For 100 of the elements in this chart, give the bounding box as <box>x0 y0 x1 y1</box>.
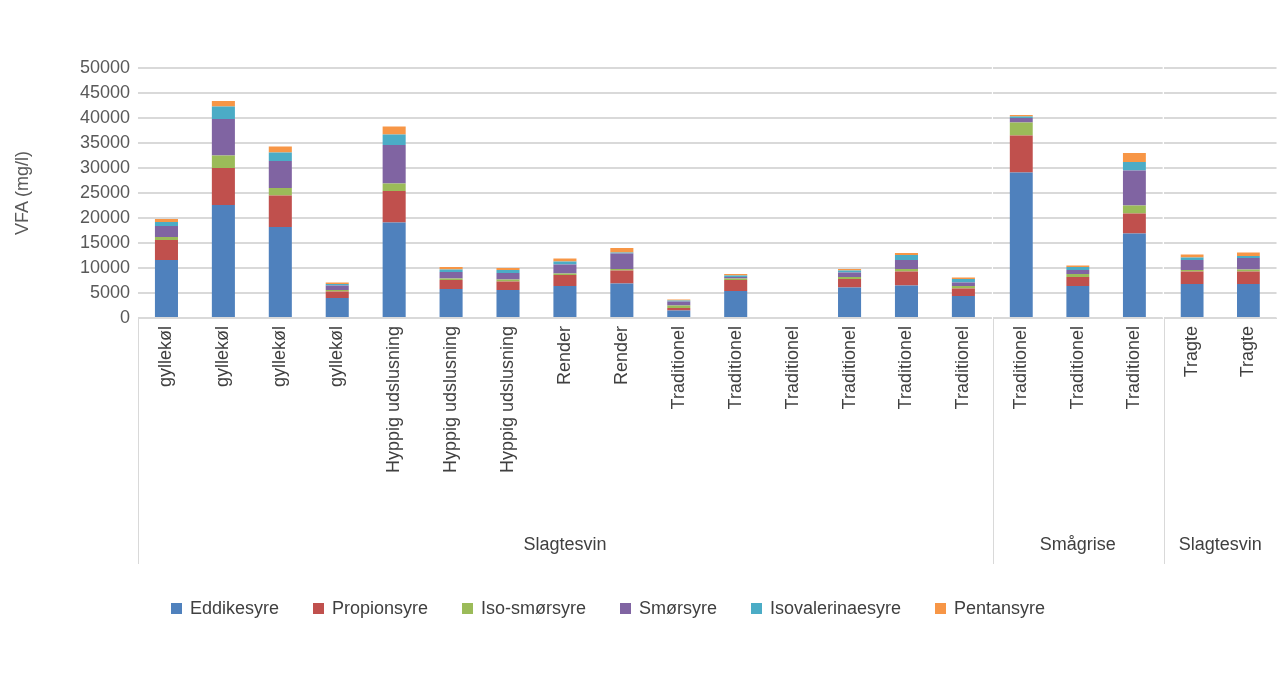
bar <box>1122 233 1146 317</box>
bar <box>382 145 406 184</box>
x-tick-label: Tragte <box>1181 326 1202 378</box>
bar <box>1237 258 1260 270</box>
bar <box>211 106 235 119</box>
bar <box>496 281 520 290</box>
y-tick-label: 20000 <box>79 206 130 227</box>
bar <box>211 155 235 168</box>
bar <box>382 134 406 145</box>
x-tick-label: gyllekøl <box>155 326 176 388</box>
bar <box>553 275 577 286</box>
bar <box>496 273 520 280</box>
bar <box>610 253 634 269</box>
bar <box>951 288 975 296</box>
x-tick-label: Hyppig udslusning <box>440 326 461 474</box>
bar <box>1066 274 1090 277</box>
y-tick-label: 10000 <box>79 256 130 277</box>
bar <box>1122 162 1146 171</box>
x-axis-title: Slagtesvin <box>1178 534 1262 555</box>
bar <box>1180 284 1204 317</box>
bar <box>439 289 463 317</box>
y-tick-label: 5000 <box>89 281 130 302</box>
x-tick-label: Hyppig udslusning <box>496 326 517 474</box>
bar <box>154 240 178 260</box>
bar <box>894 271 918 286</box>
x-tick-label: Traditionel <box>895 326 916 410</box>
x-tick-label: Traditionel <box>952 326 973 410</box>
bar <box>154 222 178 226</box>
bar <box>894 260 918 269</box>
x-tick-label: gyllekøl <box>269 326 290 388</box>
bar <box>1122 153 1146 162</box>
bar <box>211 101 235 107</box>
bar <box>1009 122 1033 136</box>
x-tick-label: Hyppig udslusning <box>383 326 404 474</box>
y-tick-label: 40000 <box>79 106 130 127</box>
bar <box>268 195 292 227</box>
legend-label: Isovalerinaesyre <box>769 598 902 619</box>
bar <box>1009 172 1033 317</box>
y-axis-title: VFA (mg/l) <box>11 150 32 236</box>
bar <box>667 301 691 306</box>
bar <box>496 290 520 317</box>
bar <box>1122 205 1146 214</box>
y-tick-label: 15000 <box>79 231 130 252</box>
bar <box>154 219 178 222</box>
bar <box>439 272 463 279</box>
x-axis-title: Slagtesvin <box>523 534 607 555</box>
bar <box>439 280 463 289</box>
y-tick-label: 35000 <box>79 131 130 152</box>
x-tick-label: Render <box>610 326 631 386</box>
bar <box>154 226 178 237</box>
bar <box>268 227 292 317</box>
bar <box>610 248 634 253</box>
y-tick-label: 50000 <box>79 56 130 77</box>
bar <box>610 270 634 284</box>
bar <box>724 291 748 317</box>
bar <box>325 298 349 317</box>
bar <box>1009 118 1033 123</box>
legend-label: Propionsyre <box>331 598 428 619</box>
bar <box>382 183 406 191</box>
bar <box>838 287 862 317</box>
bar <box>1066 286 1090 317</box>
bar <box>1180 260 1204 270</box>
bar <box>154 260 178 317</box>
bar <box>211 205 235 317</box>
x-tick-label: Traditionel <box>838 326 859 410</box>
bar <box>553 286 577 317</box>
bar <box>382 126 406 135</box>
bar <box>667 310 691 317</box>
bar <box>1009 135 1033 173</box>
x-tick-label: Traditionel <box>1066 326 1087 410</box>
bar <box>382 191 406 223</box>
x-tick-label: Traditionel <box>781 326 802 410</box>
bar <box>1237 284 1260 317</box>
x-tick-label: Tragte <box>1237 326 1258 378</box>
bar <box>268 161 292 188</box>
bar <box>951 296 975 317</box>
bar <box>553 264 577 274</box>
bar <box>1180 271 1204 284</box>
bar <box>838 279 862 288</box>
legend-label: Pentansyre <box>954 598 1046 619</box>
bar <box>1237 269 1260 272</box>
bar <box>496 279 520 282</box>
x-tick-label: Traditionel <box>1123 326 1144 410</box>
y-tick-label: 25000 <box>79 181 130 202</box>
x-tick-label: gyllekøl <box>326 326 347 388</box>
bar <box>1066 277 1090 286</box>
bar <box>1122 170 1146 206</box>
bar <box>610 283 634 317</box>
bar <box>268 188 292 196</box>
x-axis-title: Smågrise <box>1039 534 1116 555</box>
bar <box>382 222 406 317</box>
x-tick-label: Render <box>553 326 574 386</box>
legend-label: Smørsyre <box>638 598 717 619</box>
bar <box>1066 270 1090 274</box>
bar <box>894 255 918 260</box>
bar <box>894 285 918 317</box>
y-tick-label: 0 <box>119 306 130 327</box>
bar <box>1122 213 1146 234</box>
x-tick-label: gyllekøl <box>212 326 233 388</box>
bar <box>724 280 748 291</box>
